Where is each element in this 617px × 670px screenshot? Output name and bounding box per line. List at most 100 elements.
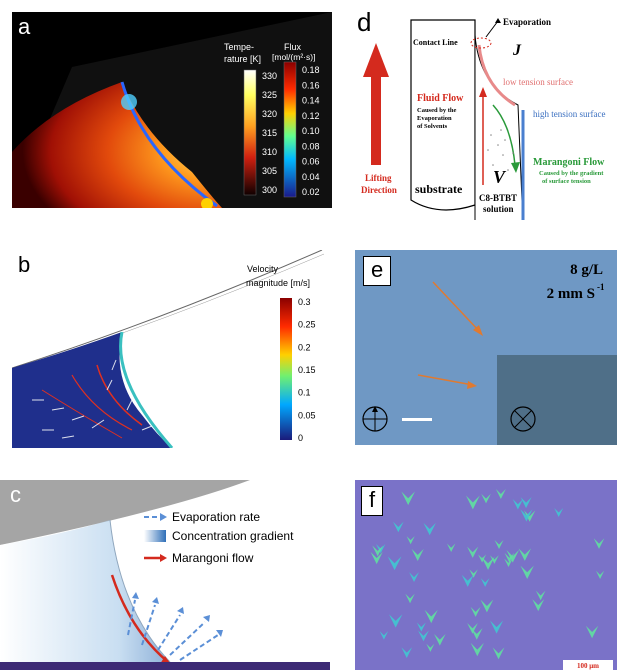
fluid-flow-sub-1: Caused by the [417, 107, 456, 114]
panel-b: 0.3 0.25 0.2 0.15 0.1 0.05 0 Velocity magnitud… [12, 250, 332, 448]
polarizer-crossed-icon [510, 406, 536, 432]
crystal-domain [379, 631, 389, 640]
panel-e-micrograph: 8 g/L 2 mm S -1 [355, 250, 617, 445]
crystal-domain [418, 630, 429, 642]
panel-d-schematic: Evaporation Contact Line J low tension s… [361, 17, 605, 220]
evaporation-label: Evaporation [503, 17, 551, 27]
marangoni-sub-2: of surface tension [542, 178, 591, 185]
legend-evaporation-rate: Evaporation rate [172, 510, 260, 524]
crystal-domain [585, 625, 599, 639]
fluid-flow-label: Fluid Flow [417, 93, 464, 104]
concentration-label: 8 g/L [570, 262, 603, 278]
low-tension-label: low tension surface [503, 77, 573, 87]
crystal-domain [426, 643, 435, 652]
crystal-domain [481, 493, 491, 504]
velocity-colorbar-ticks: 0.3 0.25 0.2 0.15 0.1 0.05 0 [298, 297, 316, 443]
temperature-colorbar-ticks: 330 325 320 315 310 305 300 [262, 71, 277, 195]
temperature-tick-6: 300 [262, 185, 277, 195]
crystal-domain [434, 633, 446, 646]
fluid-flow-sub-3: of Solvents [417, 123, 448, 130]
panel-c: Evaporation rate Concentration gradient … [0, 480, 330, 670]
velocity-tick-1: 0.25 [298, 320, 316, 330]
legend-concentration-gradient: Concentration gradient [172, 529, 294, 543]
lifting-label-2: Direction [361, 185, 397, 195]
panel-f-label: f [361, 486, 384, 516]
contact-line-label: Contact Line [413, 38, 458, 47]
crystal-domain [490, 555, 499, 564]
substrate-label: substrate [415, 182, 463, 196]
crystal-domain [370, 551, 383, 565]
crystal-domain [467, 622, 478, 634]
crystal-domain [401, 491, 415, 506]
crystal-domain [471, 628, 483, 640]
marangoni-sub-1: Caused by the gradient [539, 170, 604, 177]
panel-f: 100 μm f [355, 480, 617, 670]
scale-bar [402, 418, 432, 421]
marangoni-label: Marangoni Flow [533, 157, 605, 168]
velocity-title-line1: Velocity [247, 264, 279, 274]
flux-title-line1: Flux [284, 42, 302, 52]
crystal-domain [494, 540, 504, 549]
flux-title-line2: [mol/(m²·s)] [272, 52, 315, 62]
temperature-tick-0: 330 [262, 71, 277, 81]
solution-label-2: solution [483, 204, 514, 214]
panel-c-schematic: Evaporation rate Concentration gradient … [0, 480, 330, 670]
crystal-domain [535, 590, 546, 601]
crystal-domain [416, 622, 426, 632]
velocity-tick-6: 0 [298, 433, 303, 443]
velocity-tick-5: 0.05 [298, 410, 316, 420]
temperature-title-line2: rature [K] [224, 54, 261, 64]
crystal-domain [506, 550, 520, 563]
panel-a-label: a [18, 14, 31, 39]
crystal-domain [520, 509, 533, 522]
velocity-tick-2: 0.2 [298, 342, 311, 352]
crystal-domain [467, 546, 479, 558]
crystal-domain [481, 556, 495, 570]
temperature-tick-5: 305 [262, 166, 277, 176]
high-tension-label: high tension surface [533, 109, 605, 119]
solution-label-1: C8-BTBT [479, 193, 517, 203]
flux-tick-6: 0.06 [302, 157, 320, 167]
crystal-domain [376, 543, 386, 554]
scale-bar-box [563, 660, 613, 670]
crystal-domain [409, 572, 419, 583]
crystal-domain [595, 570, 605, 579]
crystal-domain [512, 499, 524, 510]
velocity-tick-0: 0.3 [298, 297, 311, 307]
temperature-title-line1: Tempe- [224, 42, 254, 52]
panel-d: Evaporation Contact Line J low tension s… [353, 5, 617, 220]
polarizer-parallel-icon [362, 406, 388, 432]
panel-b-simulation: 0.3 0.25 0.2 0.15 0.1 0.05 0 Velocity magnitud… [12, 250, 325, 448]
temperature-tick-4: 310 [262, 147, 277, 157]
flux-tick-1: 0.16 [302, 80, 320, 90]
flux-tick-2: 0.14 [302, 96, 320, 106]
j-label: J [512, 42, 522, 59]
flux-tick-8: 0.02 [302, 187, 320, 197]
panel-e: 8 g/L 2 mm S -1 e [355, 250, 617, 445]
crystal-domain [372, 545, 384, 557]
temperature-tick-2: 320 [262, 109, 277, 119]
v-label: V [493, 167, 507, 187]
panel-f-micrograph: 100 μm [355, 480, 617, 670]
flux-tick-0: 0.18 [302, 65, 320, 75]
crystal-domain [424, 609, 438, 624]
crystal-domain [470, 642, 484, 657]
crystal-domain [593, 538, 605, 549]
crystal-domain [518, 548, 532, 561]
velocity-tick-4: 0.1 [298, 388, 311, 398]
crystal-domain [480, 599, 494, 613]
panel-d-label: d [357, 7, 372, 37]
panel-b-label: b [18, 252, 31, 277]
lifting-label-1: Lifting [365, 173, 392, 183]
fluid-flow-sub-2: Evaporation [417, 115, 452, 122]
flux-tick-3: 0.12 [302, 111, 320, 121]
scale-label: 100 μm [577, 662, 599, 670]
temperature-tick-3: 315 [262, 128, 277, 138]
crystal-domain [446, 543, 456, 552]
velocity-tick-3: 0.15 [298, 365, 316, 375]
crystal-domain [406, 536, 415, 545]
crystal-domain [520, 565, 534, 580]
panel-a: 330 325 320 315 310 305 300 0.18 0.16 0.14 0.12 0.… [12, 12, 332, 208]
crystal-domain [492, 647, 505, 660]
